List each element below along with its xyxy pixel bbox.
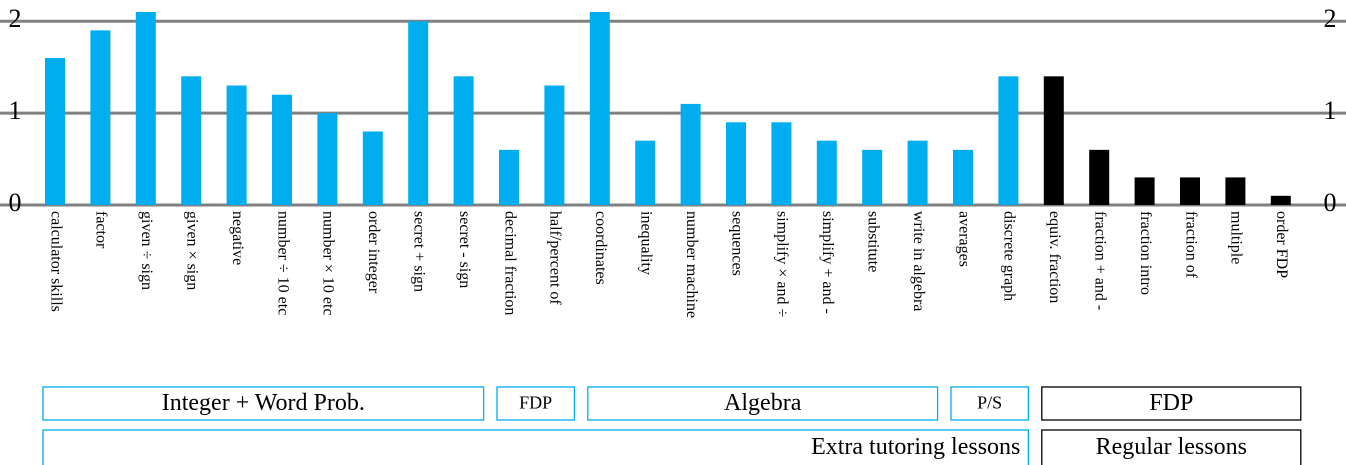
group-box	[496, 386, 576, 421]
y-tick-label: 0	[9, 188, 22, 217]
x-tick-label: sequences	[728, 211, 745, 276]
x-tick-label: equiv. fraction	[1046, 211, 1063, 303]
group-label: Algebra	[724, 390, 802, 416]
y2-tick-label: 2	[1324, 4, 1337, 33]
bar	[362, 131, 383, 205]
x-tick-label: averages	[955, 211, 972, 267]
x-tick-label: fraction + and -	[1092, 211, 1109, 310]
x-tick-label: order FDP	[1273, 211, 1290, 278]
bar	[1180, 177, 1200, 205]
bar	[1134, 177, 1155, 205]
bar	[453, 76, 474, 205]
x-tick-label: order integer	[365, 211, 382, 294]
group-label: P/S	[977, 393, 1002, 413]
x-tick-label: factor	[93, 211, 110, 249]
bar	[499, 149, 519, 205]
x-tick-label: discrete graph	[1001, 211, 1018, 301]
bar	[1270, 195, 1291, 205]
bar	[589, 12, 610, 205]
x-tick-label: fraction of	[1182, 211, 1199, 279]
x-tick-label: simplify + and -	[819, 211, 836, 314]
bar	[90, 30, 111, 206]
x-tick-label: number × 10 etc	[320, 211, 337, 316]
y-tick-label: 2	[9, 4, 22, 33]
x-tick-label: negative	[229, 211, 246, 265]
group-box	[587, 386, 939, 421]
y2-tick-label: 1	[1324, 96, 1337, 125]
bar	[726, 122, 746, 205]
bar	[1089, 149, 1110, 205]
x-tick-label: simplify × and ÷	[774, 211, 791, 317]
group-box	[950, 386, 1030, 421]
bar	[862, 149, 883, 205]
x-tick-label: fraction intro	[1137, 211, 1154, 295]
group-box	[42, 429, 1030, 465]
bar	[953, 149, 973, 205]
bar	[680, 103, 701, 205]
x-tick-label: number ÷ 10 etc	[274, 211, 291, 315]
bar	[45, 57, 65, 206]
group-label: FDP	[519, 393, 552, 413]
bar	[544, 85, 565, 205]
group-box	[1041, 386, 1302, 421]
bar	[635, 140, 656, 205]
group-label: Regular lessons	[1096, 434, 1247, 460]
bar	[998, 76, 1019, 205]
group-box	[1041, 429, 1302, 465]
y2-tick-label: 0	[1324, 188, 1337, 217]
x-tick-label: number machine	[683, 211, 700, 318]
group-label: Integer + Word Prob.	[162, 390, 365, 416]
bar	[771, 122, 792, 205]
bar	[1043, 76, 1064, 205]
bar	[408, 21, 429, 205]
x-tick-label: given × sign	[184, 211, 201, 290]
x-tick-label: given ÷ sign	[138, 211, 155, 290]
group-box	[42, 386, 485, 421]
bar	[816, 140, 837, 205]
bar	[181, 76, 202, 205]
bar	[1225, 177, 1246, 205]
bar	[226, 85, 247, 205]
x-tick-label: write in algebra	[910, 211, 927, 311]
y-tick-label: 1	[9, 96, 22, 125]
bar	[317, 113, 338, 205]
x-tick-label: multiple	[1228, 211, 1245, 264]
x-tick-label: secret - sign	[456, 211, 473, 288]
group-label: Extra tutoring lessons	[811, 434, 1020, 460]
bar	[135, 12, 156, 205]
x-tick-label: secret + sign	[411, 211, 428, 292]
bar	[907, 140, 928, 205]
x-tick-label: half/percent of	[547, 211, 564, 305]
bar	[272, 94, 292, 205]
x-tick-label: decimal fraction	[501, 211, 518, 315]
x-tick-label: calculator skills	[47, 211, 64, 312]
x-tick-label: inequality	[638, 211, 655, 275]
group-label: FDP	[1149, 390, 1193, 416]
x-tick-label: coordinates	[592, 211, 609, 285]
x-tick-label: substitute	[865, 211, 882, 272]
